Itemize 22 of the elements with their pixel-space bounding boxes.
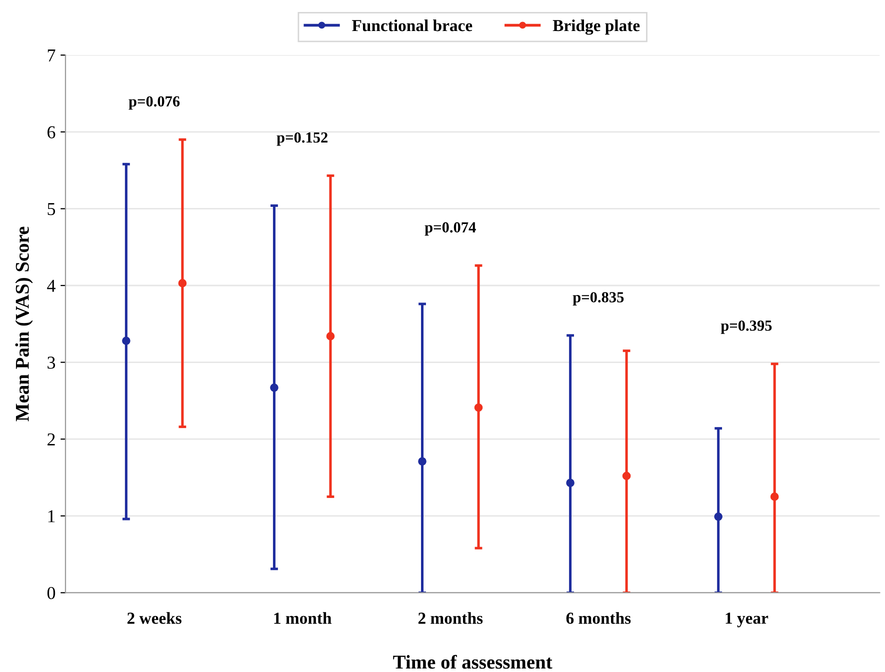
y-tick-label: 0 bbox=[47, 586, 56, 600]
x-tick-label: 1 year bbox=[726, 612, 768, 628]
y-tick-label: 6 bbox=[48, 126, 56, 138]
y-tick-label: 4 bbox=[47, 280, 56, 292]
y-tick-label: 7 bbox=[48, 50, 56, 62]
x-tick-label: 2 months bbox=[418, 612, 483, 624]
x-tick-label: 2 weeks bbox=[127, 612, 182, 624]
annotation: p=0.152 bbox=[276, 132, 328, 146]
y-tick-label: 1 bbox=[48, 510, 55, 522]
x-tick-label: 1 month bbox=[274, 612, 332, 624]
annotation: p=0.076 bbox=[128, 96, 180, 110]
legend-label: Functional brace bbox=[352, 19, 472, 32]
legend-label: Bridge plate bbox=[552, 19, 640, 35]
x-axis-title: Time of assessment bbox=[393, 654, 552, 669]
y-tick-label: 3 bbox=[48, 356, 56, 369]
y-tick-label: 2 bbox=[48, 433, 55, 446]
y-tick-label: 5 bbox=[48, 203, 56, 216]
annotation: p=0.835 bbox=[572, 292, 624, 306]
y-axis-title: Mean Pain (VAS) Score bbox=[15, 226, 33, 422]
x-tick-label: 6 months bbox=[566, 612, 631, 624]
annotation: p=0.395 bbox=[720, 320, 772, 334]
annotation: p=0.074 bbox=[424, 222, 476, 236]
